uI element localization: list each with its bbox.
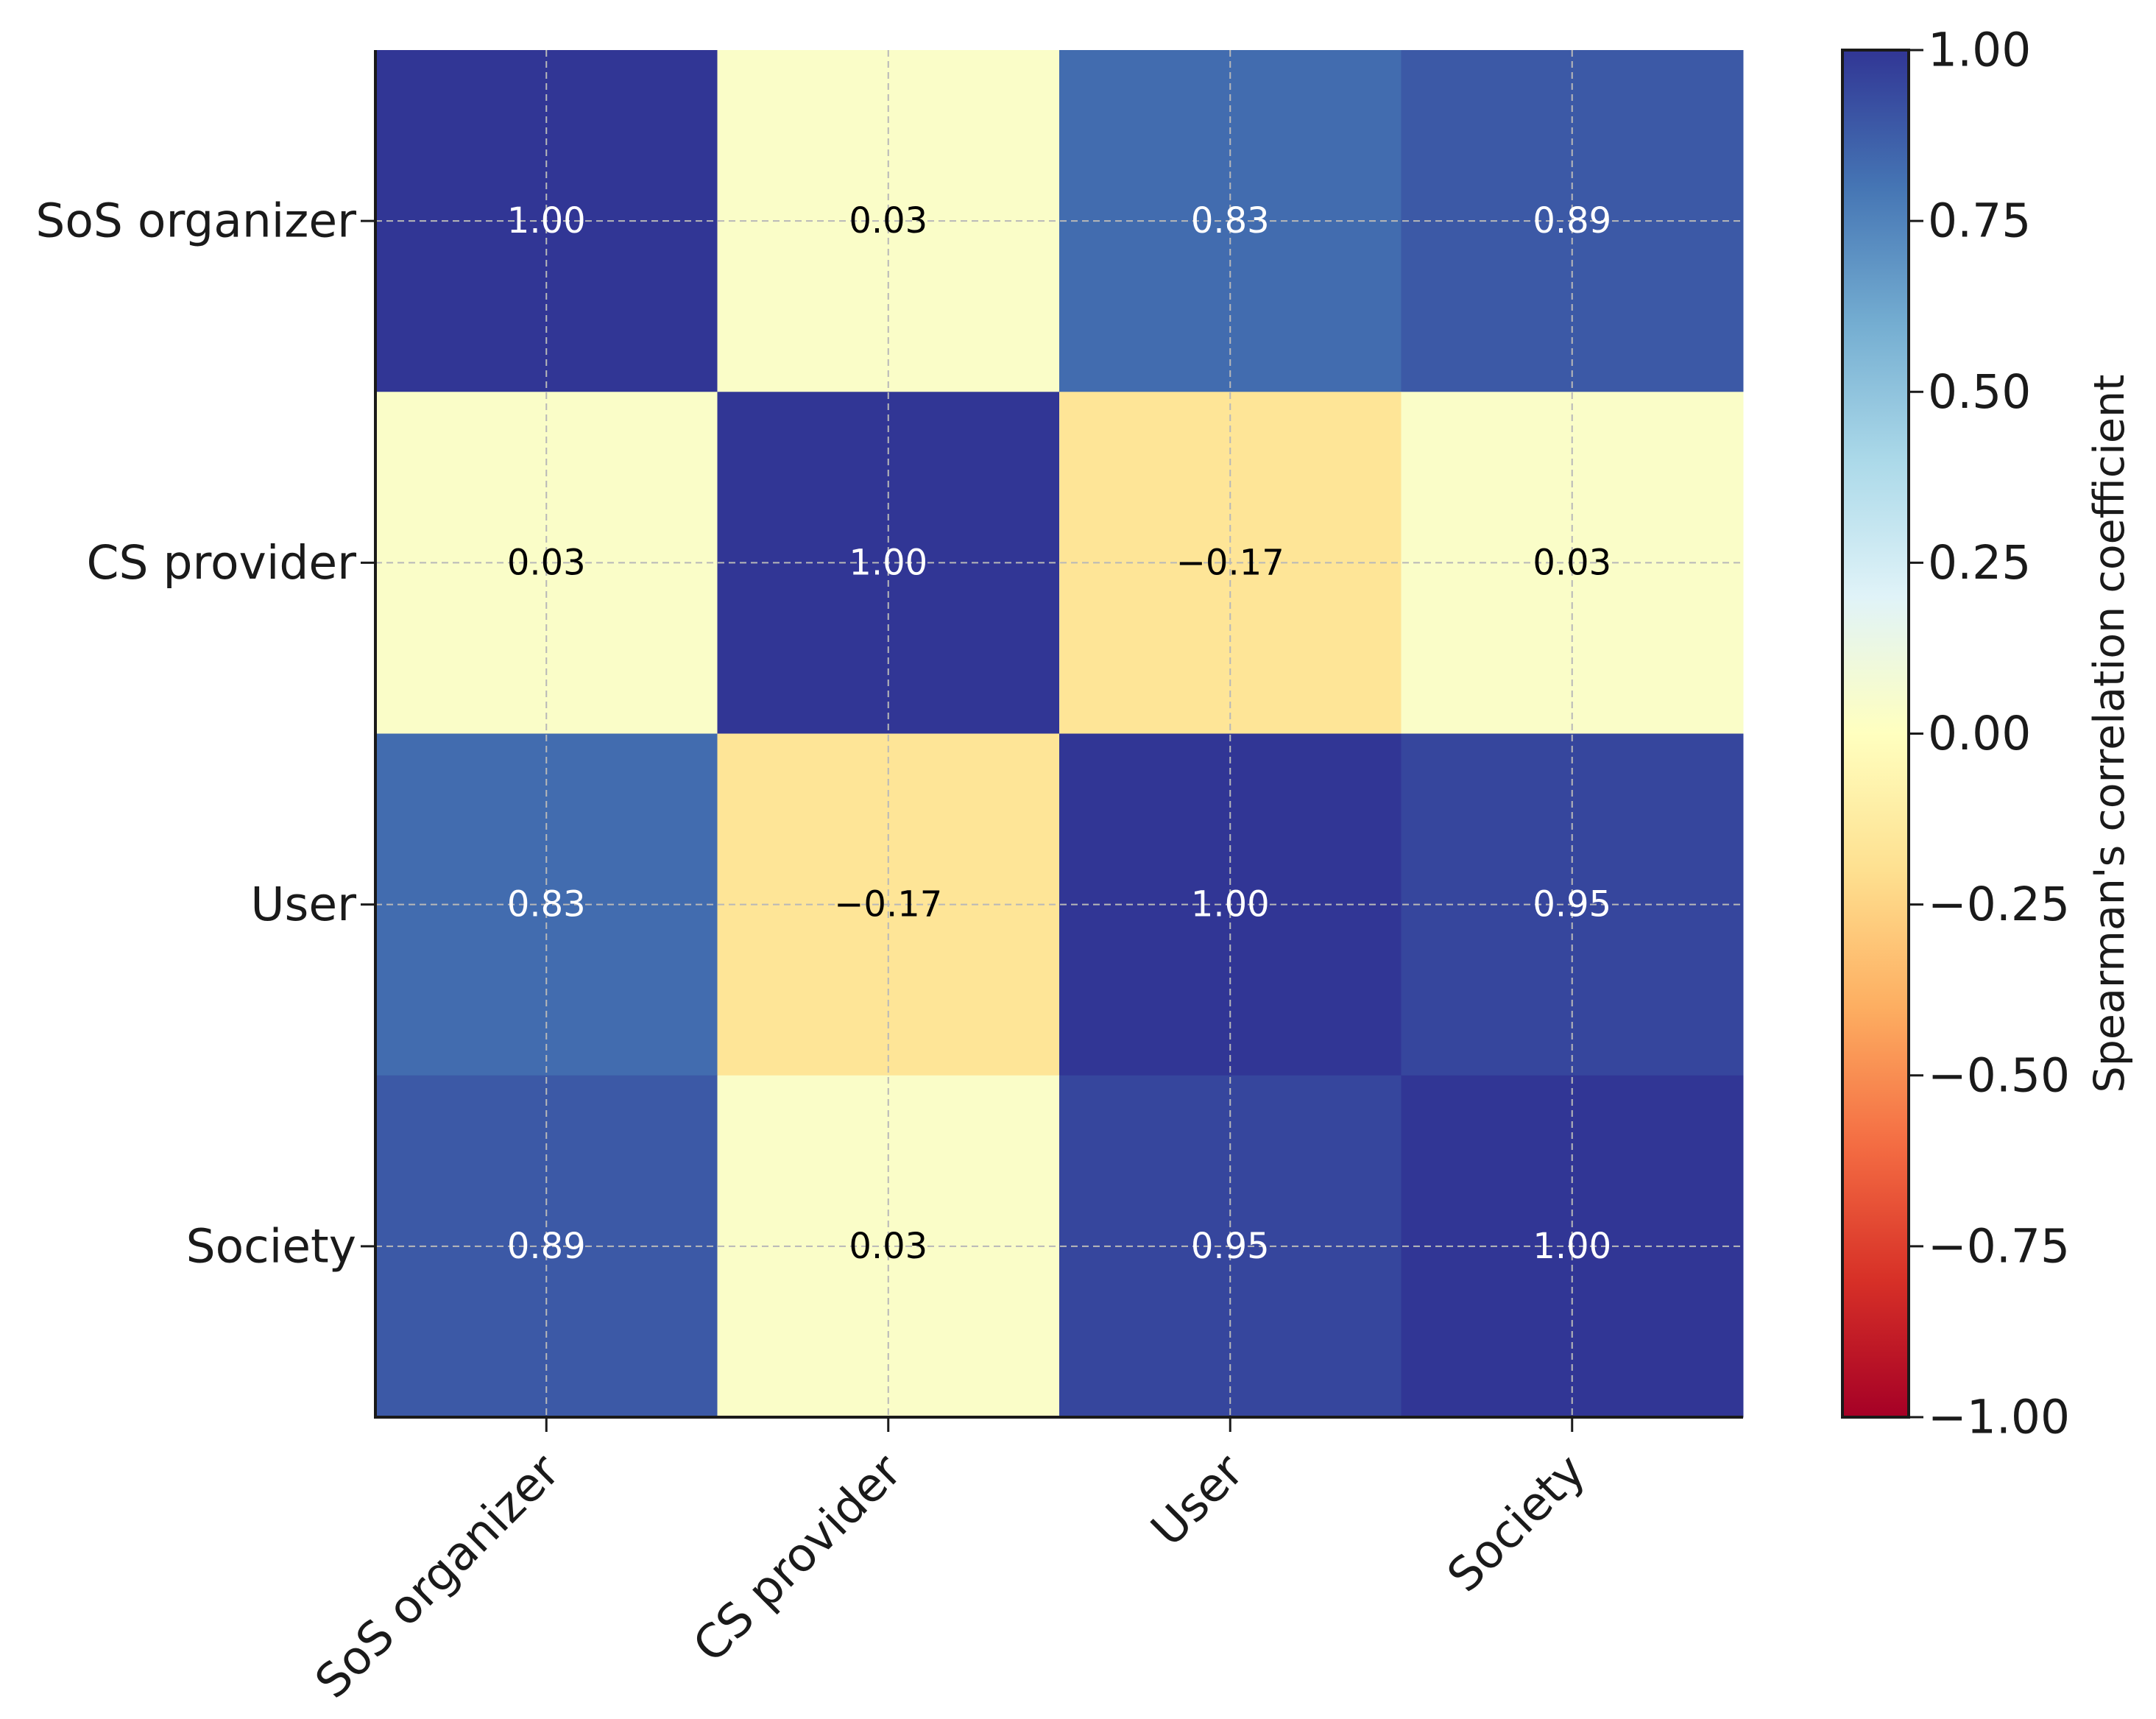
cell-value-label-2-3: 0.95	[1533, 884, 1611, 925]
cell-value-label-1-3: 0.03	[1533, 542, 1611, 583]
colorbar-tick-label-6: −0.50	[1928, 1048, 2070, 1102]
colorbar-tick-label-4: 0.00	[1928, 707, 2031, 760]
y-tick-label-0: SoS organizer	[35, 194, 356, 248]
colorbar-title: Spearman's correlation coefficient	[2085, 375, 2134, 1093]
heatmap-cells	[375, 50, 1744, 1418]
cell-value-label-0-3: 0.89	[1533, 200, 1611, 241]
x-tick-label-2: User	[1141, 1444, 1254, 1556]
colorbar-gradient	[1841, 49, 1910, 1419]
grid-lines	[375, 50, 1743, 1417]
x-tick-label-1: CS provider	[683, 1444, 912, 1673]
colorbar-tick-label-8: −1.00	[1928, 1391, 2070, 1444]
cell-value-label-0-1: 0.03	[849, 200, 927, 241]
cell-value-label-1-2: −0.17	[1176, 542, 1284, 583]
cell-value-label-0-0: 1.00	[507, 200, 586, 241]
cell-value-label-0-2: 0.83	[1191, 200, 1270, 241]
cell-value-label-3-3: 1.00	[1533, 1226, 1611, 1267]
colorbar: 1.00 0.75 0.50 0.25 0.00 −0.25 −0.50 −0.75 −1.00…	[1841, 24, 2134, 1444]
cell-value-label-3-0: 0.89	[507, 1226, 586, 1267]
cell-value-label-3-1: 0.03	[849, 1226, 927, 1267]
x-tick-label-0: SoS organizer	[305, 1444, 570, 1709]
cell-value-labels: 1.00 0.03 0.83 0.89 0.03 1.00 −0.17 0.03 0.83 −0.…	[507, 200, 1611, 1267]
colorbar-tick-label-1: 0.75	[1928, 194, 2031, 248]
colorbar-tick-label-2: 0.50	[1928, 365, 2031, 419]
y-tick-label-1: CS provider	[87, 536, 357, 590]
colorbar-tick-label-3: 0.25	[1928, 536, 2031, 590]
colorbar-tick-label-0: 1.00	[1928, 24, 2031, 77]
x-tick-label-3: Society	[1437, 1444, 1595, 1602]
cell-value-label-2-0: 0.83	[507, 884, 586, 925]
colorbar-tick-label-5: −0.25	[1928, 878, 2070, 931]
y-tick-label-3: Society	[186, 1219, 356, 1273]
cell-value-label-3-2: 0.95	[1191, 1226, 1270, 1267]
colorbar-tick-label-7: −0.75	[1928, 1219, 2070, 1273]
cell-value-label-2-1: −0.17	[834, 884, 942, 925]
cell-value-label-2-2: 1.00	[1191, 884, 1270, 925]
cell-value-label-1-0: 0.03	[507, 542, 586, 583]
cell-value-label-1-1: 1.00	[849, 542, 927, 583]
y-tick-label-2: User	[250, 878, 356, 931]
